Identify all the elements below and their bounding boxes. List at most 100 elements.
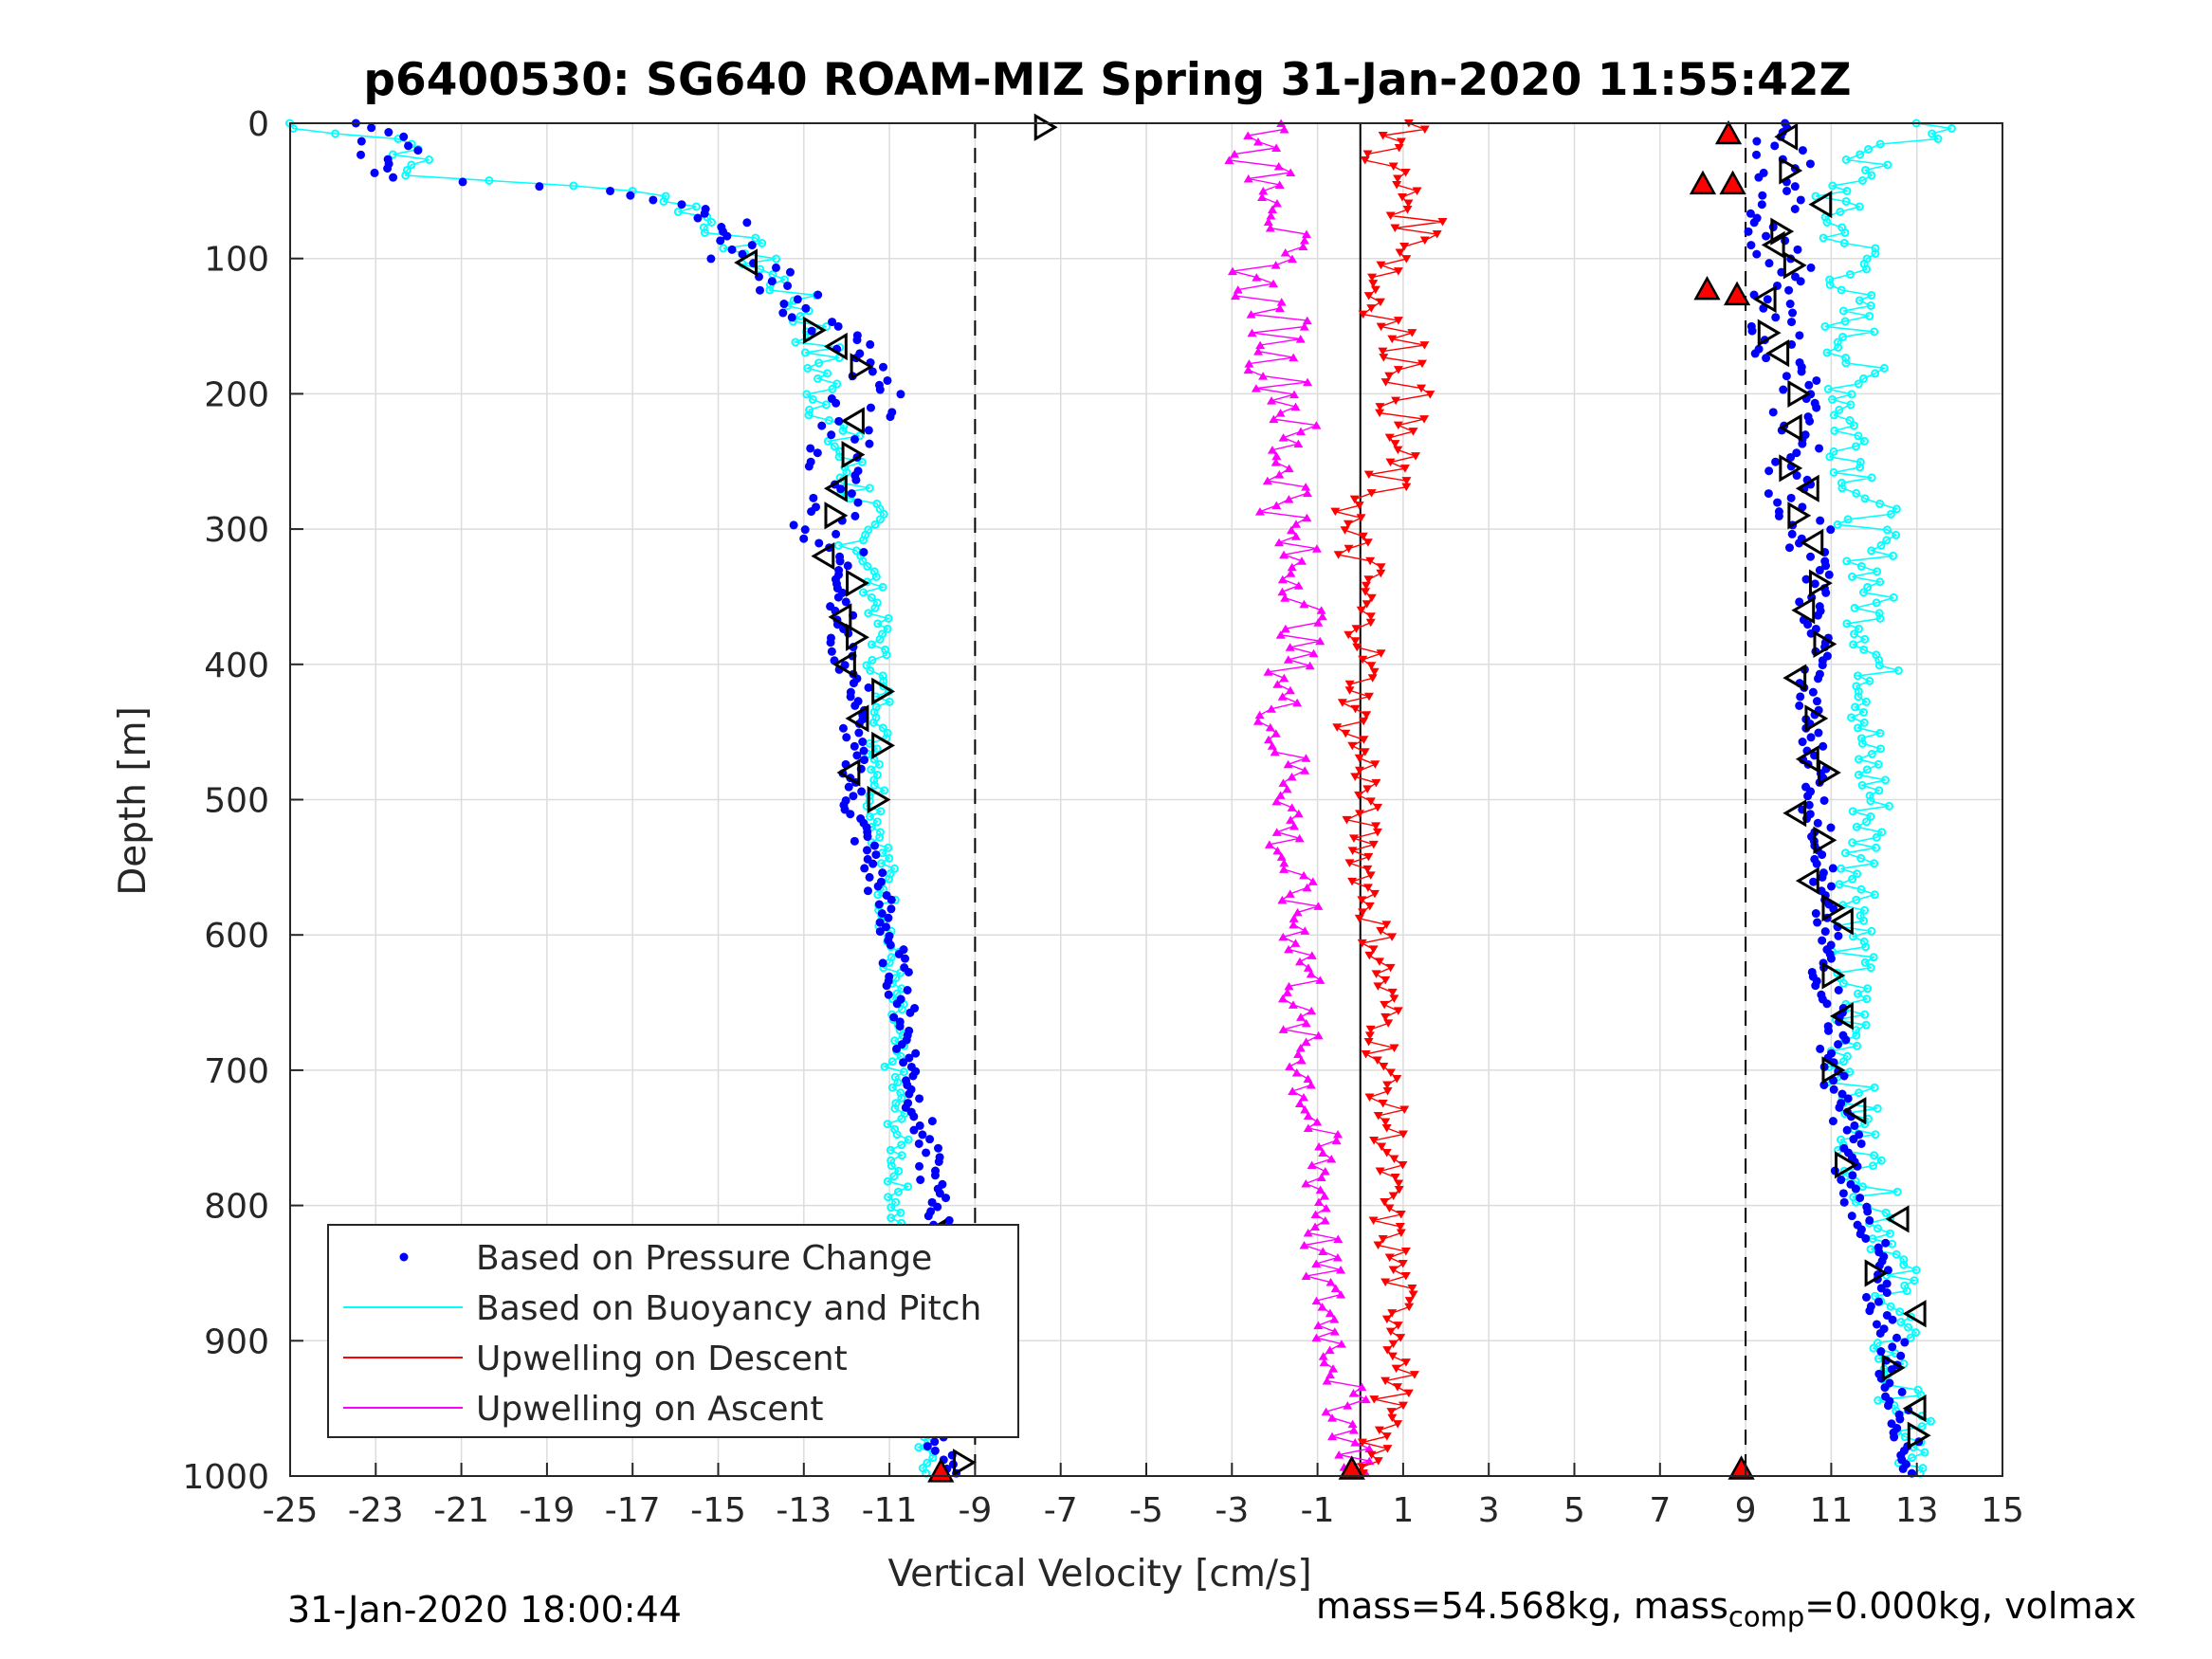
point-upwelling-ascent	[1251, 384, 1261, 392]
point-pressure	[1746, 209, 1755, 218]
point-buoyancy	[1852, 822, 1861, 831]
point-pressure	[779, 300, 789, 309]
x-tick-label: -13	[776, 1491, 832, 1530]
point-upwelling-ascent	[1317, 1303, 1327, 1311]
point-upwelling-ascent	[1299, 599, 1309, 609]
point-upwelling-ascent	[1285, 889, 1295, 898]
point-upwelling-descent	[1348, 834, 1359, 843]
open-triangle-marker	[1829, 1002, 1854, 1030]
point-upwelling-ascent	[1301, 1179, 1311, 1188]
point-upwelling-ascent	[1277, 574, 1288, 584]
point-upwelling-descent	[1370, 285, 1380, 295]
point-upwelling-descent	[1373, 1241, 1383, 1250]
point-pressure	[413, 146, 423, 155]
point-upwelling-descent	[1364, 1093, 1375, 1102]
point-pressure	[849, 679, 858, 688]
point-pressure	[778, 308, 788, 318]
point-upwelling-ascent	[1279, 550, 1289, 559]
point-upwelling-descent	[1380, 975, 1391, 985]
y-tick-label: 100	[204, 241, 269, 280]
open-triangle-marker	[1033, 113, 1058, 141]
point-buoyancy	[879, 682, 888, 691]
point-upwelling-descent	[1354, 754, 1364, 763]
open-triangle-marker	[823, 474, 848, 502]
point-upwelling-descent	[1403, 199, 1414, 209]
point-upwelling-descent	[1384, 1253, 1395, 1263]
point-pressure	[367, 123, 376, 133]
point-pressure	[1786, 452, 1796, 462]
point-upwelling-ascent	[1328, 1364, 1339, 1373]
point-buoyancy	[873, 619, 883, 629]
point-pressure	[864, 426, 873, 435]
open-triangle-marker	[1821, 961, 1846, 990]
point-upwelling-ascent	[1334, 1450, 1344, 1459]
point-pressure	[1796, 692, 1805, 702]
point-pressure	[1874, 1297, 1883, 1306]
point-upwelling-descent	[1363, 852, 1374, 862]
chart-title: p6400530: SG640 ROAM-MIZ Spring 31-Jan-2…	[363, 54, 1851, 106]
point-upwelling-descent	[1393, 446, 1403, 455]
point-pressure	[1837, 1089, 1847, 1099]
point-buoyancy	[1828, 181, 1837, 191]
point-upwelling-descent	[1362, 785, 1373, 793]
point-pressure	[826, 638, 835, 647]
point-upwelling-ascent	[1299, 322, 1309, 331]
point-upwelling-descent	[1365, 1025, 1376, 1034]
point-buoyancy	[1843, 515, 1853, 524]
point-buoyancy	[874, 759, 884, 769]
point-upwelling-descent	[1419, 236, 1430, 246]
point-buoyancy	[802, 390, 812, 399]
point-pressure	[930, 1437, 940, 1447]
point-upwelling-ascent	[1271, 261, 1281, 269]
point-upwelling-descent	[1384, 433, 1395, 443]
point-upwelling-ascent	[1292, 907, 1303, 917]
point-buoyancy	[1869, 953, 1878, 962]
point-upwelling-ascent	[1316, 1173, 1326, 1182]
point-upwelling-descent	[1375, 409, 1385, 418]
point-buoyancy	[1895, 1307, 1905, 1317]
point-upwelling-ascent	[1278, 433, 1289, 442]
point-buoyancy	[1870, 1151, 1879, 1160]
point-buoyancy	[1889, 551, 1898, 560]
point-upwelling-ascent	[1288, 1086, 1298, 1095]
point-upwelling-descent	[1358, 655, 1368, 665]
point-pressure	[923, 1212, 933, 1221]
point-pressure	[1882, 1288, 1892, 1298]
point-upwelling-ascent	[1301, 1271, 1311, 1281]
point-upwelling-ascent	[1287, 803, 1297, 811]
point-upwelling-descent	[1369, 1395, 1380, 1404]
point-upwelling-ascent	[1319, 1358, 1329, 1367]
point-upwelling-descent	[1398, 1160, 1408, 1170]
point-buoyancy	[868, 718, 878, 727]
legend-label: Based on Buoyancy and Pitch	[476, 1289, 981, 1328]
point-buoyancy	[1857, 175, 1867, 185]
x-tick-label: -1	[1301, 1491, 1335, 1530]
point-pressure	[1851, 1184, 1860, 1194]
point-upwelling-descent	[1385, 1327, 1396, 1337]
point-pressure	[1813, 818, 1822, 828]
point-buoyancy	[881, 645, 890, 654]
open-triangle-marker	[824, 501, 849, 530]
point-upwelling-ascent	[1244, 359, 1254, 368]
point-upwelling-descent	[1363, 692, 1374, 702]
point-upwelling-ascent	[1311, 1296, 1322, 1305]
point-pressure	[1837, 1176, 1846, 1185]
point-buoyancy	[484, 175, 494, 185]
point-buoyancy	[870, 520, 880, 529]
point-buoyancy	[1846, 400, 1856, 410]
point-buoyancy	[1850, 603, 1859, 612]
point-upwelling-ascent	[1271, 501, 1282, 510]
point-upwelling-ascent	[1286, 525, 1296, 535]
point-buoyancy	[331, 129, 340, 138]
point-buoyancy	[1854, 686, 1863, 696]
point-buoyancy	[1906, 1333, 1915, 1342]
x-tick-label: 9	[1735, 1491, 1757, 1530]
point-buoyancy	[758, 238, 767, 247]
point-upwelling-descent	[1371, 778, 1381, 788]
point-pressure	[1795, 331, 1804, 340]
point-buoyancy	[830, 442, 839, 451]
point-pressure	[1826, 882, 1836, 891]
point-upwelling-descent	[1382, 1346, 1393, 1355]
point-buoyancy	[1892, 1249, 1901, 1259]
series-layer	[284, 118, 1956, 1478]
